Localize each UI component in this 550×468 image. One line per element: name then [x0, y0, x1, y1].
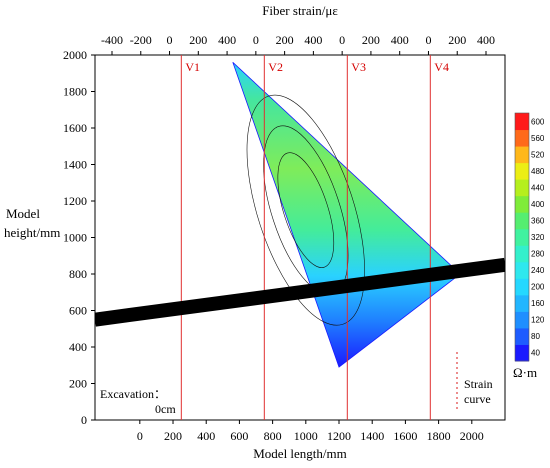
contour-line [246, 94, 365, 326]
excavation-value: 0cm [155, 402, 176, 416]
top-tick-label: 200 [189, 33, 207, 47]
reference-label-v2: V2 [268, 60, 283, 74]
x-tick-label: 1400 [360, 429, 384, 443]
excavation-label: Excavation： [100, 387, 166, 401]
colorbar-segment [515, 344, 529, 362]
colorbar-segment [515, 195, 529, 213]
colorbar-tick-label: 120 [531, 316, 545, 325]
reference-label-v4: V4 [434, 60, 449, 74]
colorbar-segment [515, 179, 529, 197]
top-tick-label: 400 [391, 33, 409, 47]
bottom-axis-ticks: 0 200 400 600 800 1000 1200 1400 1600 1800 2000 [137, 420, 484, 443]
colorbar-segment [515, 129, 529, 147]
top-axis-title: Fiber strain/με [262, 3, 338, 18]
colorbar-segment [515, 162, 529, 180]
colorbar-tick-label: 200 [531, 283, 545, 292]
colorbar-segment [515, 327, 529, 345]
x-tick-label: 600 [230, 429, 248, 443]
contour-line [277, 152, 335, 268]
top-tick-label: 200 [276, 33, 294, 47]
top-tick-label: 400 [477, 33, 495, 47]
top-tick-label: 0 [339, 33, 345, 47]
x-tick-label: 1800 [427, 429, 451, 443]
colorbar-tick-label: 160 [531, 299, 545, 308]
top-axis-ticks: -400 -200 0 200 400 0 200 400 0 200 400 0 200 400 [101, 33, 495, 55]
reference-label-v3: V3 [351, 60, 366, 74]
colorbar-segment [515, 228, 529, 246]
top-tick-label: -400 [101, 33, 123, 47]
y-tick-label: 200 [69, 377, 87, 391]
top-tick-label: 400 [218, 33, 236, 47]
y-tick-label: 800 [69, 267, 87, 281]
strain-legend-line1: Strain [464, 377, 493, 391]
colorbar-tick-label: 480 [531, 167, 545, 176]
coal-seam [95, 257, 505, 327]
colorbar-segment [515, 278, 529, 296]
y-tick-label: 1000 [63, 231, 87, 245]
resistivity-zone-fill [232, 62, 461, 368]
resistivity-zone [232, 62, 461, 368]
top-tick-label: 0 [253, 33, 259, 47]
top-tick-label: 400 [304, 33, 322, 47]
colorbar-tick-label: 440 [531, 183, 545, 192]
colorbar-frame [514, 112, 530, 362]
colorbar-tick-label: 400 [531, 200, 545, 209]
colorbar-tick-label: 280 [531, 250, 545, 259]
top-tick-label: 0 [167, 33, 173, 47]
x-tick-label: 200 [164, 429, 182, 443]
y-tick-label: 2000 [63, 48, 87, 62]
left-axis-ticks: 0 200 400 600 800 1000 1200 1400 1600 1800 2000 [63, 48, 95, 427]
y-axis-title-line1: Model [6, 206, 40, 221]
colorbar-segment [515, 146, 529, 164]
x-tick-label: 1600 [393, 429, 417, 443]
top-tick-label: 200 [448, 33, 466, 47]
y-tick-label: 400 [69, 340, 87, 354]
colorbar-tick-label: 360 [531, 216, 545, 225]
x-tick-label: 1000 [294, 429, 318, 443]
x-tick-label: 400 [197, 429, 215, 443]
x-tick-label: 2000 [460, 429, 484, 443]
reference-label-v1: V1 [185, 60, 200, 74]
colorbar-segment [515, 261, 529, 279]
y-tick-label: 1800 [63, 85, 87, 99]
x-tick-label: 800 [264, 429, 282, 443]
strain-legend-line2: curve [464, 392, 491, 406]
y-axis-title-line2: height/mm [4, 225, 60, 240]
top-tick-label: 0 [425, 33, 431, 47]
colorbar-segment [515, 113, 529, 131]
colorbar-tick-label: 40 [531, 349, 540, 358]
y-tick-label: 1200 [63, 194, 87, 208]
y-tick-label: 0 [81, 413, 87, 427]
colorbar-segment [515, 294, 529, 312]
y-tick-label: 600 [69, 304, 87, 318]
colorbar-tick-label: 600 [531, 117, 545, 126]
x-tick-label: 1200 [327, 429, 351, 443]
x-axis-title: Model length/mm [253, 446, 347, 461]
y-tick-label: 1400 [63, 158, 87, 172]
coal-seam-band [95, 257, 505, 327]
colorbar-tick-label: 320 [531, 233, 545, 242]
colorbar: 40 80 120 160 200 240 280 320 360 400 440 480 520 560… [514, 112, 545, 362]
top-tick-label: -200 [130, 33, 152, 47]
colorbar-segment [515, 311, 529, 329]
colorbar-tick-label: 560 [531, 134, 545, 143]
colorbar-tick-label: 240 [531, 266, 545, 275]
strain-reference-lines: V1 V2 V3 V4 [180, 55, 449, 420]
y-tick-label: 1600 [63, 121, 87, 135]
colorbar-segment [515, 245, 529, 263]
colorbar-tick-label: 80 [531, 332, 540, 341]
colorbar-segment [515, 212, 529, 230]
top-tick-label: 200 [362, 33, 380, 47]
colorbar-tick-label: 520 [531, 150, 545, 159]
colorbar-unit: Ω·m [513, 365, 537, 380]
x-tick-label: 0 [137, 429, 143, 443]
